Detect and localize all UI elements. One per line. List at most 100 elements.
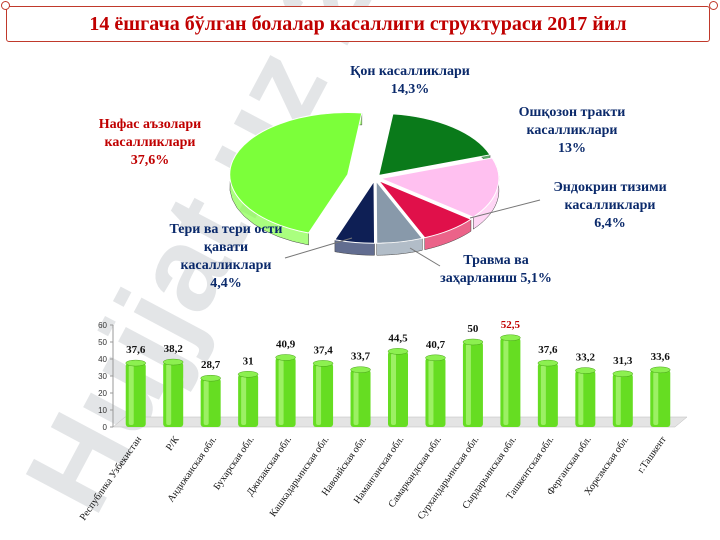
bar	[350, 366, 371, 427]
y-tick-label: 40	[98, 355, 107, 364]
title-box: 14 ёшгача бўлган болалар касаллиги струк…	[6, 6, 710, 42]
pie-label-line: Травма ва	[463, 253, 528, 268]
corner-mark-top-left	[1, 1, 10, 10]
bar-cap	[462, 338, 484, 346]
bar	[425, 354, 446, 427]
bar	[650, 366, 671, 427]
bar-value-label: 44,5	[388, 332, 408, 344]
pie-label-line: касалликлари	[527, 123, 618, 138]
bar	[462, 338, 484, 427]
leader-line	[469, 199, 541, 219]
bar-value-label: 38,2	[164, 343, 184, 355]
bar-cap	[575, 367, 596, 374]
bar-value-label: 33,6	[651, 351, 671, 363]
bar-cap	[200, 374, 221, 382]
bar-highlight	[278, 359, 284, 425]
pie-label-line: 14,3%	[391, 82, 430, 97]
bar-highlight	[316, 365, 322, 425]
bar-cap	[125, 359, 146, 367]
leader-line	[284, 237, 353, 259]
bar-value-label: 33,7	[351, 351, 371, 363]
pie-label-line: қавати	[204, 240, 248, 255]
pie-label-line: Эндокрин тизими	[553, 180, 666, 195]
y-tick-label: 50	[98, 338, 107, 347]
pie-label: Ошқозон тракти касалликлари 13%	[519, 105, 626, 156]
bar	[237, 371, 259, 427]
bar-highlight	[241, 376, 247, 425]
pie-label: Нафас аъзолари касалликлари 37,6%	[99, 117, 202, 168]
pie-slice	[378, 180, 473, 239]
bar-highlight	[615, 375, 621, 425]
pie-label-line: Нафас аъзолари	[99, 117, 202, 132]
bar-cap	[425, 354, 446, 362]
pie-label: Қон касалликлари 14,3%	[350, 64, 470, 97]
bar-value-label: 31,3	[613, 355, 633, 367]
bar-cap	[350, 366, 371, 373]
pie-label-line: касалликлари	[565, 198, 656, 213]
pie-slice	[334, 179, 376, 244]
pie-label-line: касалликлари	[181, 258, 272, 273]
bar-cap	[612, 370, 634, 378]
bar-highlight	[653, 371, 659, 425]
bar	[612, 370, 634, 427]
leader-line	[409, 247, 441, 267]
bar-value-label: 37,4	[313, 344, 333, 356]
category-label: Р/К	[164, 434, 182, 453]
pie-label: Травма ва заҳарланиш 5,1%	[440, 253, 552, 286]
bar-value-label: 28,7	[201, 359, 221, 371]
pie-label: Эндокрин тизими касалликлари 6,4%	[553, 180, 666, 231]
pie-slice	[229, 112, 363, 234]
y-tick-label: 30	[98, 372, 107, 381]
y-tick-label: 10	[98, 406, 107, 415]
bar-highlight	[465, 344, 471, 425]
bar-value-label: 40,7	[426, 339, 446, 351]
bar-cap	[275, 354, 296, 361]
bar	[275, 354, 296, 427]
bar-cap	[387, 348, 409, 355]
bar	[125, 359, 146, 427]
pie-label-line: Ошқозон тракти	[519, 105, 626, 120]
pie-label-line: 4,4%	[210, 276, 242, 291]
bar-cap	[312, 360, 334, 367]
category-label: г.Ташкент	[635, 434, 669, 475]
bar-value-label: 37,6	[126, 344, 146, 356]
bar	[312, 360, 334, 427]
bar-cap	[537, 359, 559, 367]
bar-highlight	[353, 371, 359, 425]
bar-value-label: 40,9	[276, 338, 296, 350]
bar	[537, 359, 559, 427]
pie-label: Тери ва тери ости қавати касалликлари 4,4%	[169, 222, 282, 291]
y-tick-label: 20	[98, 389, 107, 398]
pie-slice	[379, 157, 500, 218]
bar-highlight	[128, 365, 134, 425]
pie-label-line: заҳарланиш 5,1%	[440, 271, 552, 286]
pie-label-line: касалликлари	[105, 135, 196, 150]
corner-mark-top-right	[709, 1, 718, 10]
pie-slice	[375, 179, 424, 244]
bar-cap	[650, 366, 671, 374]
pie-label-line: Қон касалликлари	[350, 64, 470, 79]
bar-value-label: 33,2	[576, 352, 596, 364]
page-title: 14 ёшгача бўлган болалар касаллиги струк…	[89, 13, 627, 35]
bar-highlight	[203, 380, 209, 425]
pie-label-line: Тери ва тери ости	[169, 222, 282, 237]
bar-highlight	[503, 339, 509, 425]
y-tick-label: 60	[98, 321, 107, 330]
pie-label-line: 6,4%	[594, 216, 626, 231]
bar-highlight	[391, 353, 396, 425]
bar	[200, 374, 221, 427]
bar-highlight	[428, 359, 434, 425]
bar	[575, 367, 596, 427]
bar-cap	[500, 334, 521, 341]
bar-highlight	[578, 372, 584, 425]
pie-chart: Нафас аъзолари касалликлари 37,6% Қон касал…	[99, 64, 667, 291]
bar-cap	[237, 371, 259, 378]
pie-label-line: 13%	[558, 141, 586, 156]
bar-value-label: 37,6	[538, 344, 558, 356]
bar-cap	[162, 358, 184, 366]
bar-value-label: 50	[467, 323, 479, 335]
bar	[387, 348, 409, 427]
pie-label-line: 37,6%	[131, 153, 170, 168]
